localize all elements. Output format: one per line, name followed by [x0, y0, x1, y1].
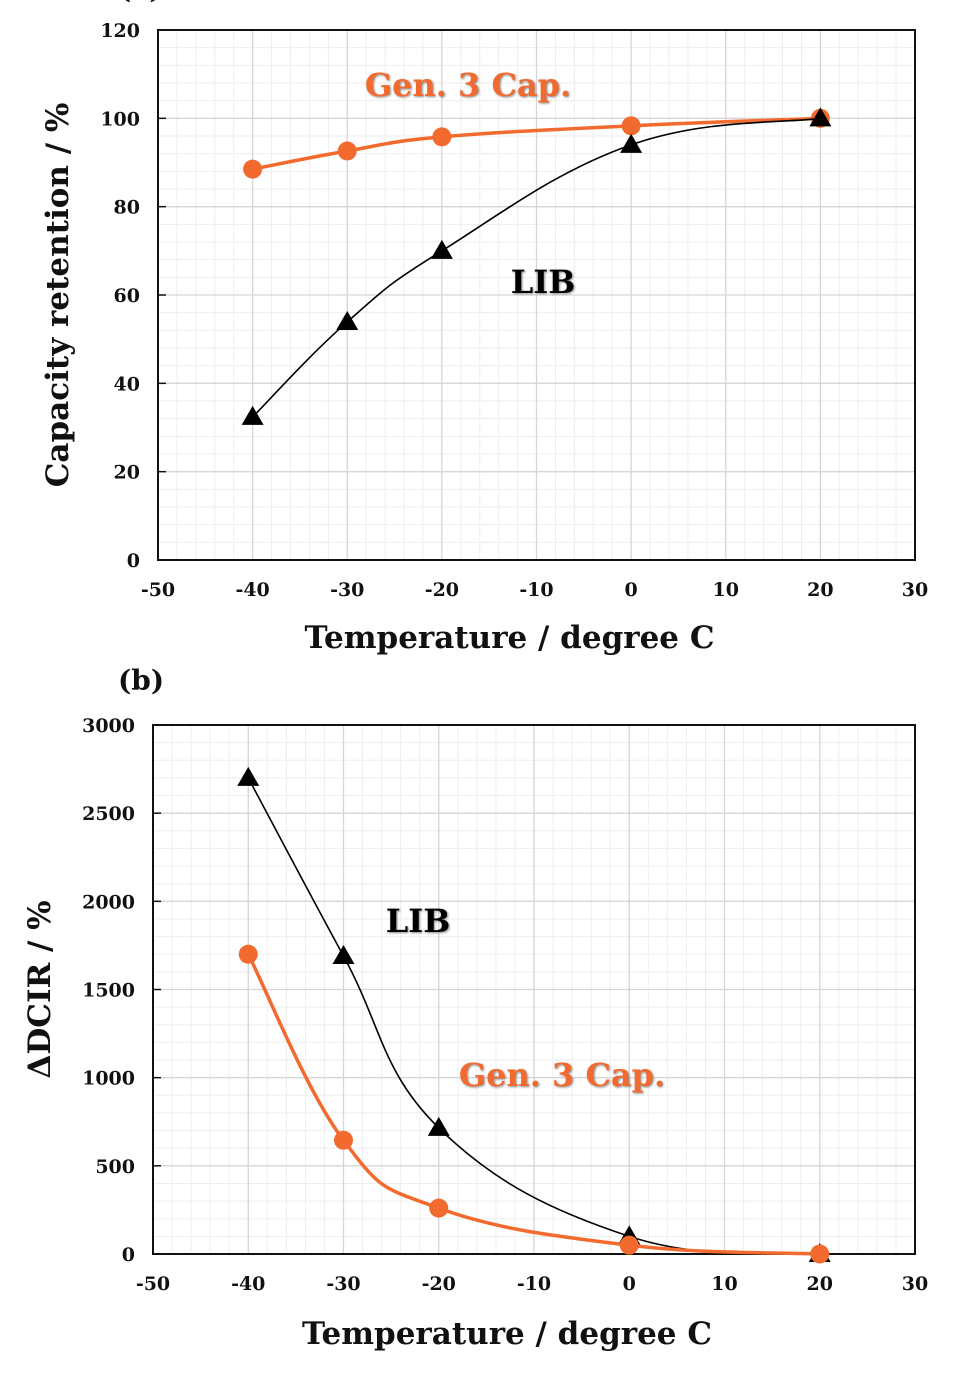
series-annotation-gen3: Gen. 3 Cap. — [459, 1056, 665, 1094]
data-point-gen3 — [243, 159, 263, 179]
y-tick-label: 2500 — [82, 803, 135, 825]
x-tick-label: -10 — [519, 579, 553, 601]
data-point-gen3 — [432, 127, 452, 147]
y-axis-label: Capacity retention / % — [40, 103, 76, 488]
x-tick-label: -20 — [425, 579, 459, 601]
y-tick-label: 1500 — [82, 980, 135, 1002]
y-tick-label: 3000 — [82, 715, 135, 737]
data-point-gen3 — [238, 944, 258, 964]
data-point-lib — [241, 405, 264, 425]
x-axis-label: Temperature / degree C — [302, 1316, 712, 1352]
series-line-lib — [252, 117, 821, 418]
x-tick-label: -30 — [326, 1273, 360, 1295]
x-tick-label: -50 — [136, 1273, 170, 1295]
data-point-lib — [809, 107, 832, 127]
chart-panel-a: -50 -40 -30 -20 -10 0 10 20 30 0 20 40 60 80 100 120 (a)… — [40, 0, 928, 656]
data-point-lib — [332, 944, 355, 964]
x-tick-label: -40 — [231, 1273, 265, 1295]
data-point-gen3 — [337, 141, 357, 161]
series-annotation-lib: LIB — [511, 263, 576, 301]
x-tick-label: -40 — [235, 579, 269, 601]
plot-frame — [152, 724, 916, 1255]
series-annotation-gen3: Gen. 3 Cap. — [365, 66, 571, 104]
x-tick-label: 30 — [902, 1273, 928, 1295]
x-tick-label: -30 — [330, 579, 364, 601]
data-point-gen3 — [334, 1130, 353, 1150]
x-tick-label: 30 — [902, 579, 928, 601]
x-tick-label: -50 — [141, 579, 175, 601]
y-tick-label: 0 — [127, 550, 140, 572]
panel-label: (a) — [118, 0, 163, 5]
x-tick-label: -20 — [422, 1273, 456, 1295]
chart-panel-b: -50 -40 -30 -20 -10 0 10 20 30 0 500 1000 1500 2000 25… — [22, 664, 928, 1352]
y-tick-label: 0 — [122, 1244, 135, 1266]
x-tick-label: -10 — [517, 1273, 551, 1295]
data-point-gen3 — [619, 1235, 639, 1255]
x-tick-label: 20 — [807, 579, 833, 601]
data-point-lib — [427, 1116, 450, 1136]
data-point-gen3 — [621, 116, 641, 136]
data-point-lib — [237, 766, 260, 786]
y-tick-label: 80 — [114, 197, 140, 219]
y-tick-label: 100 — [100, 108, 140, 130]
data-point-lib — [620, 133, 643, 153]
y-tick-label: 500 — [95, 1156, 135, 1178]
data-point-gen3 — [429, 1198, 449, 1218]
plot-frame — [157, 29, 916, 561]
data-point-gen3 — [810, 1244, 830, 1264]
panel-label: (b) — [118, 664, 164, 697]
x-tick-label: 0 — [623, 1273, 636, 1295]
y-tick-label: 120 — [100, 20, 140, 42]
y-tick-label: 60 — [114, 285, 140, 307]
y-tick-label: 20 — [114, 462, 140, 484]
series-line-gen3 — [252, 116, 821, 171]
y-tick-label: 2000 — [82, 891, 135, 913]
y-axis-label: ΔDCIR / % — [22, 900, 58, 1078]
data-point-lib — [336, 310, 359, 330]
x-tick-label: 20 — [807, 1273, 833, 1295]
y-tick-label: 1000 — [82, 1068, 135, 1090]
series-annotation-lib: LIB — [386, 902, 451, 940]
x-tick-label: 10 — [711, 1273, 737, 1295]
y-tick-label: 40 — [114, 373, 140, 395]
data-point-lib — [430, 239, 453, 259]
x-axis-label: Temperature / degree C — [305, 620, 715, 656]
x-tick-label: 10 — [713, 579, 739, 601]
x-tick-label: 0 — [625, 579, 638, 601]
